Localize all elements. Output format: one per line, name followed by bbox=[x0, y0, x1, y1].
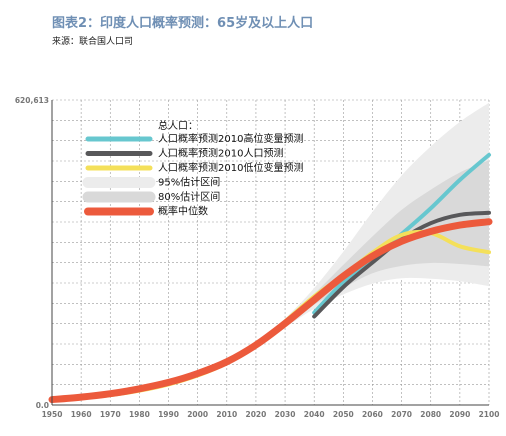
x-tick-label: 2030 bbox=[275, 410, 296, 419]
x-tick-label: 2080 bbox=[420, 410, 441, 419]
x-tick-label: 1950 bbox=[42, 410, 63, 419]
x-tick-label: 2010 bbox=[216, 410, 237, 419]
x-tick-label: 2100 bbox=[479, 410, 500, 419]
x-tick-label: 1990 bbox=[158, 410, 179, 419]
x-tick-label: 1980 bbox=[129, 410, 150, 419]
legend-label: 人口概率预测2010低位变量预测 bbox=[158, 161, 303, 174]
chart-source: 来源：联合国人口司 bbox=[52, 37, 134, 47]
y-tick-label: 620,613 bbox=[15, 96, 49, 105]
band-95%估计区间 bbox=[255, 102, 489, 347]
grid-lines bbox=[52, 99, 490, 405]
y-tick-labels: 0.0 620,613 bbox=[15, 96, 49, 410]
legend-label: 概率中位数 bbox=[158, 205, 208, 218]
legend: 总人口：人口概率预测2010高位变量预测人口概率预测2010人口预测人口概率预测… bbox=[82, 119, 303, 218]
x-tick-label: 2070 bbox=[391, 410, 412, 419]
x-tick-label: 2090 bbox=[449, 410, 470, 419]
legend-label: 80%估计区间 bbox=[158, 190, 220, 203]
x-tick-label: 2050 bbox=[333, 410, 354, 419]
x-tick-labels: 1950 1960 1970 1980 1990 2000 2010 2020 2030 2040… bbox=[42, 410, 500, 419]
series-lines bbox=[48, 152, 493, 404]
x-tick-label: 2000 bbox=[187, 410, 208, 419]
y-tick-label: 0.0 bbox=[36, 401, 49, 410]
x-tick-label: 2060 bbox=[362, 410, 383, 419]
legend-label: 95%估计区间 bbox=[158, 176, 220, 189]
x-tick-label: 1960 bbox=[71, 410, 92, 419]
x-tick-label: 2020 bbox=[245, 410, 266, 419]
legend-title: 总人口： bbox=[158, 119, 198, 132]
series-line-概率中位数 bbox=[48, 218, 493, 404]
chart-title: 图表2：印度人口概率预测：65岁及以上人口 bbox=[52, 16, 314, 31]
x-tick-label: 2040 bbox=[304, 410, 325, 419]
legend-label: 人口概率预测2010高位变量预测 bbox=[158, 132, 303, 145]
legend-label: 人口概率预测2010人口预测 bbox=[158, 147, 283, 160]
x-tick-label: 1970 bbox=[100, 410, 121, 419]
